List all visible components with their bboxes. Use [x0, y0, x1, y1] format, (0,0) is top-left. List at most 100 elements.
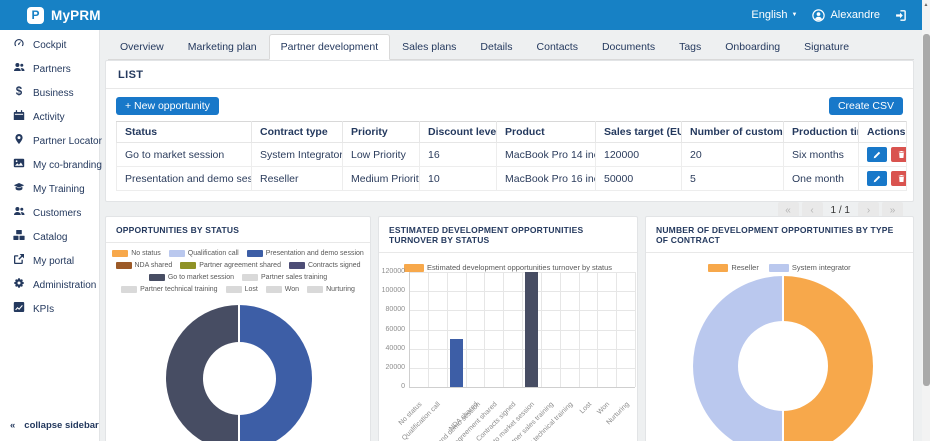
sidebar: Cockpit Partners$Business Activity Partner … — [0, 30, 100, 441]
legend-item-partner-technical-training[interactable]: Partner technical training — [121, 286, 217, 293]
legend-swatch — [708, 264, 728, 272]
chart-title: OPPORTUNITIES BY STATUS — [106, 217, 370, 243]
legend-label: Nurturing — [326, 286, 355, 293]
legend-item-qualification-call[interactable]: Qualification call — [169, 250, 239, 257]
tab-onboarding[interactable]: Onboarding — [713, 34, 792, 60]
gridline — [409, 272, 410, 387]
new-opportunity-button[interactable]: + New opportunity — [116, 97, 219, 115]
sidebar-item-catalog[interactable]: Catalog — [0, 225, 99, 249]
legend-label: Won — [285, 286, 299, 293]
cell-discount-level: 10 — [420, 167, 497, 191]
pencil-icon — [873, 150, 882, 159]
scrollbar-thumb[interactable] — [923, 34, 930, 386]
delete-button[interactable] — [891, 171, 907, 186]
sidebar-item-label: KPIs — [33, 304, 54, 315]
legend-swatch — [247, 250, 263, 257]
gridline — [522, 272, 523, 387]
legend-item-nda-shared[interactable]: NDA shared — [116, 262, 173, 269]
donut-opportunities-by-status[interactable] — [166, 305, 312, 441]
legend-item-no-status[interactable]: No status — [112, 250, 161, 257]
sidebar-item-my-portal[interactable]: My portal — [0, 249, 99, 273]
chart-legend: Reseller System integrator — [646, 263, 913, 272]
legend-swatch — [121, 286, 137, 293]
tab-documents[interactable]: Documents — [590, 34, 667, 60]
legend-label: Lost — [245, 286, 258, 293]
list-toolbar: + New opportunity Create CSV — [116, 97, 903, 115]
legend-row: Reseller — [708, 263, 759, 272]
bar-presentation-and-demo-session[interactable] — [450, 339, 463, 387]
create-csv-button[interactable]: Create CSV — [829, 97, 903, 115]
column-header-contract-type: Contract type — [252, 122, 343, 143]
tab-overview[interactable]: Overview — [108, 34, 176, 60]
cell-product: MacBook Pro 16 inch — [497, 167, 596, 191]
bar-chart-turnover-by-status: 020000400006000080000100000120000No stat… — [379, 269, 638, 441]
chart-legend: No status Qualification call Presentation … — [106, 250, 370, 293]
tab-sales-plans[interactable]: Sales plans — [390, 34, 468, 60]
sidebar-item-cockpit[interactable]: Cockpit — [0, 33, 99, 57]
legend-item-presentation-and-demo-session[interactable]: Presentation and demo session — [247, 250, 364, 257]
legend-item-partner-agreement-shared[interactable]: Partner agreement shared — [180, 262, 281, 269]
sidebar-item-label: Administration — [33, 280, 96, 291]
header-right: English ▼ Alexandre — [751, 9, 908, 22]
legend-item-won[interactable]: Won — [266, 286, 299, 293]
delete-button[interactable] — [891, 147, 907, 162]
scrollbar-up-arrow-icon[interactable]: ▲ — [922, 0, 930, 10]
gridline — [447, 272, 448, 387]
tab-signature[interactable]: Signature — [792, 34, 861, 60]
sidebar-item-partners[interactable]: Partners — [0, 57, 99, 81]
sidebar-item-partner-locator[interactable]: Partner Locator — [0, 129, 99, 153]
legend-item-reseller[interactable]: Reseller — [708, 263, 759, 272]
column-header-priority: Priority — [343, 122, 420, 143]
legend-item-nurturing[interactable]: Nurturing — [307, 286, 355, 293]
tab-details[interactable]: Details — [468, 34, 524, 60]
cell-sales-target-eur: 50000 — [596, 167, 682, 191]
edit-button[interactable] — [867, 171, 887, 186]
legend-item-partner-sales-training[interactable]: Partner sales training — [242, 274, 327, 281]
sidebar-item-my-co-branding[interactable]: My co-branding — [0, 153, 99, 177]
sidebar-item-business[interactable]: $Business — [0, 81, 99, 105]
sign-out-icon — [895, 9, 908, 22]
sidebar-item-administration[interactable]: Administration — [0, 273, 99, 297]
sidebar-item-kpis[interactable]: KPIs — [0, 297, 99, 321]
dollar-icon: $ — [13, 84, 25, 102]
tab-partner-development[interactable]: Partner development — [269, 34, 390, 60]
legend-item-go-to-market-session[interactable]: Go to market session — [149, 274, 234, 281]
legend-item-contracts-signed[interactable]: Contracts signed — [289, 262, 361, 269]
tab-contacts[interactable]: Contacts — [525, 34, 590, 60]
legend-item-system-integrator[interactable]: System integrator — [769, 263, 851, 272]
list-body: + New opportunity Create CSV StatusContr… — [106, 89, 913, 219]
column-header-discount-level: Discount level % — [420, 122, 497, 143]
legend-swatch — [149, 274, 165, 281]
list-card: LIST + New opportunity Create CSV Status… — [105, 60, 914, 202]
donut-by-contract-type[interactable] — [693, 276, 873, 441]
language-selector[interactable]: English ▼ — [751, 9, 797, 21]
opportunities-table: StatusContract typePriorityDiscount leve… — [116, 121, 907, 191]
external-link-icon — [13, 252, 25, 270]
gridline — [560, 272, 561, 387]
cell-contract-type: System Integrator — [252, 143, 343, 167]
main-content: OverviewMarketing planPartner developmen… — [100, 30, 922, 441]
vertical-scrollbar[interactable]: ▲ — [922, 0, 930, 441]
chart-title: NUMBER OF DEVELOPMENT OPPORTUNITIES BY T… — [646, 217, 913, 253]
collapse-label: collapse sidebar — [24, 420, 98, 431]
sidebar-item-label: Cockpit — [33, 40, 66, 51]
logout-button[interactable] — [895, 9, 908, 22]
tab-bar: OverviewMarketing planPartner developmen… — [108, 34, 914, 60]
user-menu[interactable]: Alexandre — [812, 9, 880, 22]
sidebar-item-customers[interactable]: Customers — [0, 201, 99, 225]
sidebar-item-my-training[interactable]: My Training — [0, 177, 99, 201]
legend-swatch — [180, 262, 196, 269]
donut-hole — [738, 321, 828, 411]
sidebar-item-label: Activity — [33, 112, 65, 123]
image-icon — [13, 156, 25, 174]
edit-button[interactable] — [867, 147, 887, 162]
sidebar-item-activity[interactable]: Activity — [0, 105, 99, 129]
chart-title: ESTIMATED DEVELOPMENT OPPORTUNITIES TURN… — [379, 217, 637, 253]
bar-go-to-market-session[interactable] — [525, 272, 538, 387]
column-header-number-of-customers: Number of customers — [682, 122, 784, 143]
tab-tags[interactable]: Tags — [667, 34, 713, 60]
collapse-sidebar-button[interactable]: « collapse sidebar — [10, 420, 99, 431]
tab-marketing-plan[interactable]: Marketing plan — [176, 34, 269, 60]
legend-item-lost[interactable]: Lost — [226, 286, 258, 293]
legend-swatch — [116, 262, 132, 269]
